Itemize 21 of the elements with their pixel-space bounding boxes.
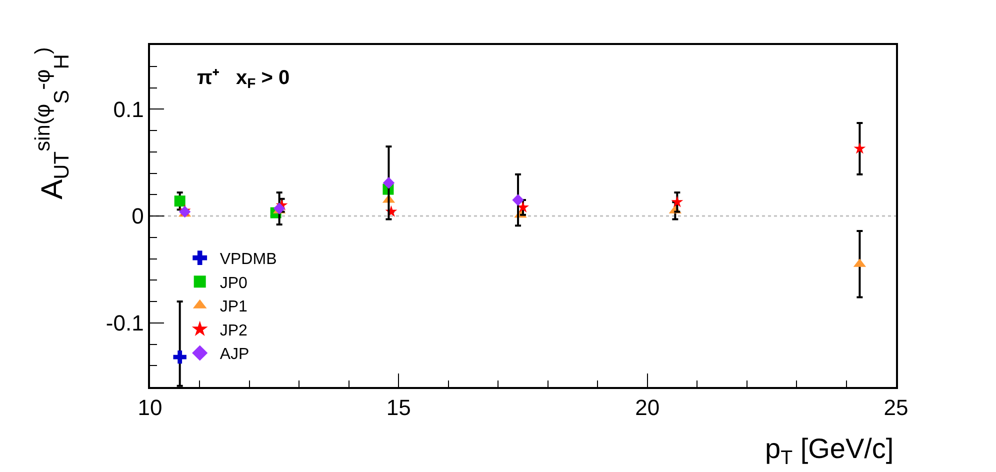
y-tick-label: 0.1 — [113, 96, 144, 122]
legend-label: JP2 — [220, 322, 248, 340]
x-tick-label: 10 — [138, 395, 162, 420]
point — [173, 350, 186, 364]
point — [671, 196, 684, 208]
annotation: π⁺ x$_{F}$ > 0 — [197, 67, 290, 92]
x-tick-label: 15 — [386, 395, 411, 420]
legend-label: JP1 — [220, 298, 248, 316]
point — [382, 177, 395, 189]
point — [854, 142, 866, 154]
legend-label: AJP — [220, 346, 250, 364]
legend-label: JP0 — [220, 274, 248, 292]
x-tick-label: 20 — [635, 395, 660, 420]
x-tick-label: 25 — [884, 395, 908, 420]
point — [174, 196, 186, 207]
x-axis-title: p$_{T}$ [GeV/c] — [765, 433, 894, 469]
y-tick-label: -0.1 — [106, 310, 144, 336]
point — [273, 202, 286, 214]
legend-label: VPDMB — [220, 251, 277, 268]
y-tick-label: 0 — [132, 204, 144, 229]
point — [512, 194, 524, 206]
